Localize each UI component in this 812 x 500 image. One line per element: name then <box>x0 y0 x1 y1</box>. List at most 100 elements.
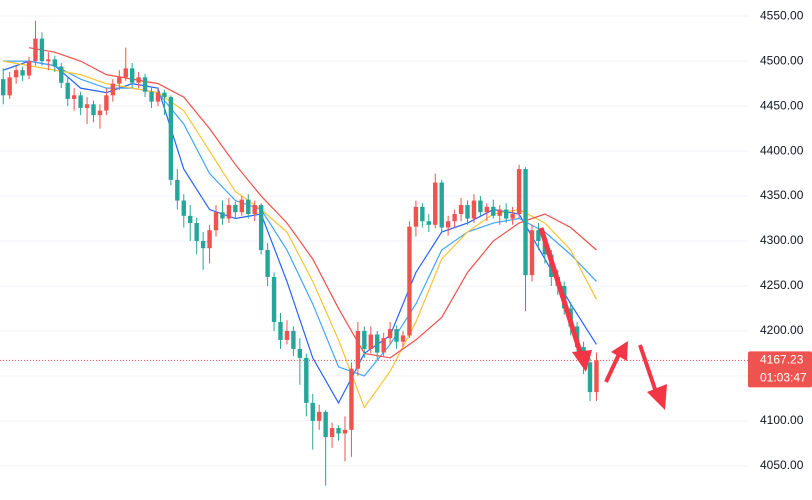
candle-body <box>510 214 515 219</box>
last-price-label: 4167.23 <box>760 353 804 367</box>
candle-body <box>355 330 361 369</box>
y-tick-label: 4050.00 <box>760 458 804 472</box>
candle-body <box>478 200 483 213</box>
arrow-head <box>611 341 628 361</box>
candle-body <box>226 205 232 219</box>
candle-body <box>329 428 335 438</box>
candle-body <box>458 205 464 215</box>
candle-body <box>316 411 322 421</box>
candle-body <box>91 104 96 116</box>
candle-body <box>284 330 290 340</box>
candle-body <box>362 330 367 349</box>
candle-body <box>123 68 128 78</box>
candle-body <box>452 214 457 222</box>
y-tick-label: 4550.00 <box>760 8 804 22</box>
candle-body <box>26 61 32 76</box>
candles <box>1 20 599 486</box>
candle-body <box>20 70 25 76</box>
candle-body <box>175 179 180 201</box>
candle-body <box>407 226 412 336</box>
last-price-box <box>748 351 812 388</box>
y-tick-label: 4250.00 <box>760 278 804 292</box>
candle-body <box>439 182 444 228</box>
candle-body <box>162 92 167 98</box>
candle-body <box>252 205 257 215</box>
candle-body <box>246 199 251 215</box>
arrow-shaft <box>604 351 622 383</box>
candle-body <box>213 212 219 231</box>
candle-body <box>278 321 283 340</box>
candle-body <box>258 205 264 250</box>
candle-body <box>368 334 373 349</box>
candle-body <box>304 357 309 403</box>
candle-body <box>484 206 490 213</box>
candle-body <box>207 230 212 249</box>
candle-body <box>97 110 103 116</box>
candle-body <box>104 95 109 111</box>
candle-body <box>39 38 45 62</box>
candle-body <box>342 429 348 434</box>
candle-body <box>1 79 6 96</box>
candle-body <box>523 169 528 276</box>
arrow-head <box>572 350 592 372</box>
y-tick-label: 4500.00 <box>760 53 804 67</box>
candle-body <box>336 428 341 434</box>
candle-body <box>239 199 245 213</box>
candle-body <box>7 77 12 96</box>
price-axis: 4050.004100.004150.004200.004250.004300.… <box>748 8 812 472</box>
candle-body <box>168 97 174 180</box>
candle-body <box>59 66 64 83</box>
candle-body <box>220 212 225 219</box>
candle-body <box>188 215 193 224</box>
candle-body <box>587 362 593 393</box>
candle-body <box>136 77 141 83</box>
moving-average-line <box>3 60 597 377</box>
candle-body <box>291 330 296 349</box>
candle-body <box>200 241 206 249</box>
candle-body <box>13 70 19 78</box>
candle-body <box>497 209 502 216</box>
candle-body <box>149 91 154 102</box>
y-tick-label: 4400.00 <box>760 143 804 157</box>
candle-body <box>381 338 386 353</box>
candle-body <box>491 206 496 216</box>
candle-body <box>433 182 438 225</box>
arrow-head <box>647 384 667 410</box>
candle-body <box>46 59 51 62</box>
candle-body <box>155 92 161 102</box>
countdown-label: 01:03:47 <box>760 371 807 385</box>
candle-body <box>233 205 238 213</box>
candle-body <box>33 38 38 62</box>
candle-body <box>349 368 354 430</box>
annotation-arrows <box>538 227 667 410</box>
candle-body <box>413 206 419 227</box>
candle-body <box>84 104 90 108</box>
grid <box>0 15 748 467</box>
candle-body <box>426 221 432 225</box>
candle-body <box>529 230 535 276</box>
candle-body <box>516 169 522 215</box>
candle-body <box>420 206 425 222</box>
y-tick-label: 4100.00 <box>760 413 804 427</box>
candle-body <box>323 411 328 438</box>
candle-body <box>310 402 315 421</box>
candle-body <box>110 83 116 96</box>
candle-body <box>594 360 599 393</box>
arrow-shaft <box>638 344 658 393</box>
y-tick-label: 4200.00 <box>760 323 804 337</box>
y-tick-label: 4300.00 <box>760 233 804 247</box>
candle-body <box>142 77 148 92</box>
candle-body <box>400 335 406 342</box>
moving-average-line <box>28 47 597 359</box>
candle-body <box>117 77 122 84</box>
candle-body <box>265 250 270 277</box>
y-tick-label: 4450.00 <box>760 98 804 112</box>
candle-body <box>387 329 393 339</box>
candle-body <box>271 276 277 322</box>
candle-body <box>129 68 135 83</box>
candle-body <box>471 200 477 219</box>
candle-body <box>536 230 541 242</box>
candle-body <box>194 223 199 242</box>
candle-body <box>65 82 70 99</box>
